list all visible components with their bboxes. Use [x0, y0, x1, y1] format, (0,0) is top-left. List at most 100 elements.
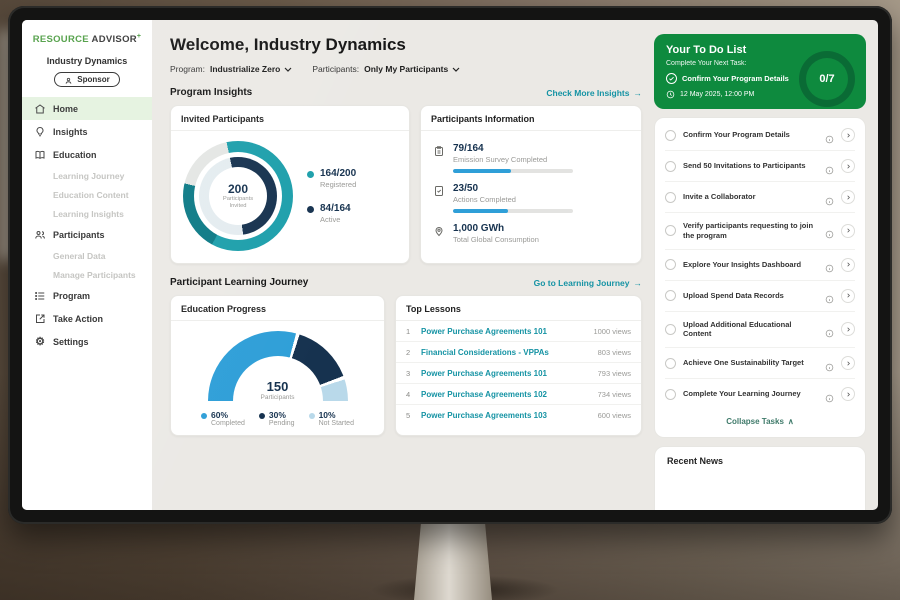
sidebar-item-label: Program [53, 290, 91, 301]
navy-dot-icon [307, 206, 314, 213]
legend-item-pending: 30% Pending [258, 410, 295, 427]
sidebar-item-education[interactable]: Education [22, 143, 152, 166]
monitor-bezel: RESOURCE ADVISOR+ Industry Dynamics Spon… [8, 6, 892, 524]
chevron-right-icon[interactable] [841, 190, 855, 204]
program-dropdown[interactable]: Program: Industrialize Zero [170, 64, 292, 74]
clipboard-icon [433, 144, 445, 156]
sidebar-item-home[interactable]: Home [22, 97, 152, 121]
gauge-center-label: Participants [260, 394, 295, 401]
task-label: Complete Your Learning Journey [683, 389, 801, 399]
lesson-views: 734 views [597, 389, 631, 399]
chevron-right-icon[interactable] [841, 159, 855, 173]
check-more-insights-link[interactable]: Check More Insights → [546, 88, 642, 98]
legend-label: Pending [268, 420, 295, 427]
checkbox-circle[interactable] [665, 357, 676, 369]
checkbox-circle[interactable] [665, 191, 676, 203]
checkbox-circle[interactable] [665, 225, 676, 237]
chevron-right-icon[interactable] [841, 387, 855, 401]
legend-item-registered: 164/200 Registered [307, 168, 356, 189]
task-label: Upload Additional Educational Content [683, 319, 792, 339]
chevron-right-icon[interactable] [841, 223, 855, 238]
lesson-row: 2 Financial Considerations - VPPAs 803 v… [396, 342, 641, 363]
card-title: Invited Participants [171, 106, 409, 131]
checkbox-circle[interactable] [665, 160, 676, 172]
lesson-views: 600 views [597, 410, 631, 420]
chevron-right-icon[interactable] [841, 322, 855, 337]
task-row-invite-collaborator[interactable]: Invite a Collaborator [665, 182, 855, 213]
sidebar-item-take-action[interactable]: Take Action [22, 307, 152, 330]
education-progress-card: Education Progress 150 Participants [170, 295, 385, 436]
legend-label: Active [320, 215, 341, 224]
donut-legend: 164/200 Registered 84/164 Active [307, 168, 356, 224]
brand-primary: RESOURCE [32, 34, 89, 46]
sidebar-item-label: Participants [53, 229, 105, 240]
link-label: Check More Insights [546, 87, 630, 98]
legend-value: 60% [211, 410, 229, 420]
sidebar-item-settings[interactable]: ⚙ Settings [22, 330, 152, 353]
checkbox-circle[interactable] [665, 323, 676, 335]
sidebar-item-learning-journey[interactable]: Learning Journey [22, 166, 152, 185]
sidebar-item-participants[interactable]: Participants [22, 223, 152, 246]
task-row-verify-participants[interactable]: Verify participants requesting to join t… [665, 213, 855, 250]
chevron-right-icon[interactable] [841, 257, 855, 272]
task-row-complete-learning-journey[interactable]: Complete Your Learning Journey [665, 379, 855, 409]
checkbox-circle[interactable] [665, 259, 676, 270]
sidebar-item-program[interactable]: Program [22, 284, 152, 307]
checkbox-circle[interactable] [665, 129, 676, 141]
todo-progress-ring: 0/7 [799, 51, 855, 107]
sidebar-item-general-data[interactable]: General Data [22, 246, 152, 265]
task-row-achieve-sustainability-target[interactable]: Achieve One Sustainability Target [665, 348, 855, 379]
card-title: Education Progress [171, 296, 384, 321]
lesson-title-link[interactable]: Power Purchase Agreements 101 [421, 368, 547, 378]
page-title: Welcome, Industry Dynamics [170, 35, 406, 54]
lesson-rank: 4 [406, 389, 411, 399]
info-icon [825, 325, 834, 337]
todo-subtitle: Complete Your Next Task: [666, 60, 747, 67]
brand-logo[interactable]: RESOURCE ADVISOR+ [22, 33, 152, 45]
participants-dropdown[interactable]: Participants: Only My Participants [312, 64, 460, 74]
sponsor-badge[interactable]: Sponsor [54, 72, 120, 88]
go-to-learning-journey-link[interactable]: Go to Learning Journey → [534, 278, 642, 288]
caret-up-icon: ∧ [787, 417, 794, 426]
checkbox-circle[interactable] [665, 290, 676, 301]
sidebar-item-learning-insights[interactable]: Learning Insights [22, 204, 152, 223]
sidebar-item-manage-participants[interactable]: Manage Participants [22, 265, 152, 284]
stat-value: 1,000 GWh [453, 223, 505, 234]
lesson-title-link[interactable]: Power Purchase Agreements 102 [421, 389, 547, 399]
todo-panel: Your To Do List Complete Your Next Task:… [654, 20, 878, 510]
recent-news-card: Recent News [654, 446, 866, 510]
home-icon [34, 103, 46, 115]
task-row-upload-spend-data[interactable]: Upload Spend Data Records [665, 281, 855, 312]
todo-next-task[interactable]: Confirm Your Program Details [666, 73, 806, 84]
lesson-row: 4 Power Purchase Agreements 102 734 view… [396, 384, 641, 405]
program-value: Industrialize Zero [209, 64, 281, 74]
task-label: Send 50 Invitations to Participants [683, 161, 806, 171]
task-label: Explore Your Insights Dashboard [683, 259, 802, 269]
lesson-title-link[interactable]: Power Purchase Agreements 103 [421, 410, 547, 420]
todo-due-date: 12 May 2025, 12:00 PM [666, 90, 854, 99]
participants-value: Only My Participants [364, 64, 449, 74]
stat-emission-survey: 79/164 Emission Survey Completed [433, 138, 629, 178]
brand-secondary: ADVISOR [91, 34, 137, 46]
lesson-title-link[interactable]: Power Purchase Agreements 101 [421, 326, 547, 336]
check-doc-icon [433, 184, 445, 196]
task-row-explore-insights[interactable]: Explore Your Insights Dashboard [665, 250, 855, 281]
invited-donut-outer: 200 Participants Invited [183, 141, 293, 251]
sidebar-item-insights[interactable]: Insights [22, 120, 152, 143]
task-row-upload-educational-content[interactable]: Upload Additional Educational Content [665, 312, 855, 348]
legend-label: Not Started [318, 420, 354, 427]
task-label: Upload Spend Data Records [683, 290, 784, 300]
lesson-title-link[interactable]: Financial Considerations - VPPAs [421, 347, 549, 357]
stat-label: Total Global Consumption [453, 235, 539, 244]
chevron-right-icon[interactable] [841, 128, 855, 142]
task-row-send-invitations[interactable]: Send 50 Invitations to Participants [665, 151, 855, 182]
sidebar-item-education-content[interactable]: Education Content [22, 185, 152, 204]
checkbox-circle[interactable] [665, 388, 676, 400]
task-row-confirm-program[interactable]: Confirm Your Program Details [665, 120, 855, 151]
users-icon [34, 229, 46, 241]
legend-item-not-started: 10% Not Started [308, 410, 354, 427]
chevron-right-icon[interactable] [841, 288, 855, 303]
teal-dot-icon [307, 171, 314, 178]
chevron-right-icon[interactable] [841, 356, 855, 370]
collapse-tasks-button[interactable]: Collapse Tasks ∧ [665, 409, 855, 435]
